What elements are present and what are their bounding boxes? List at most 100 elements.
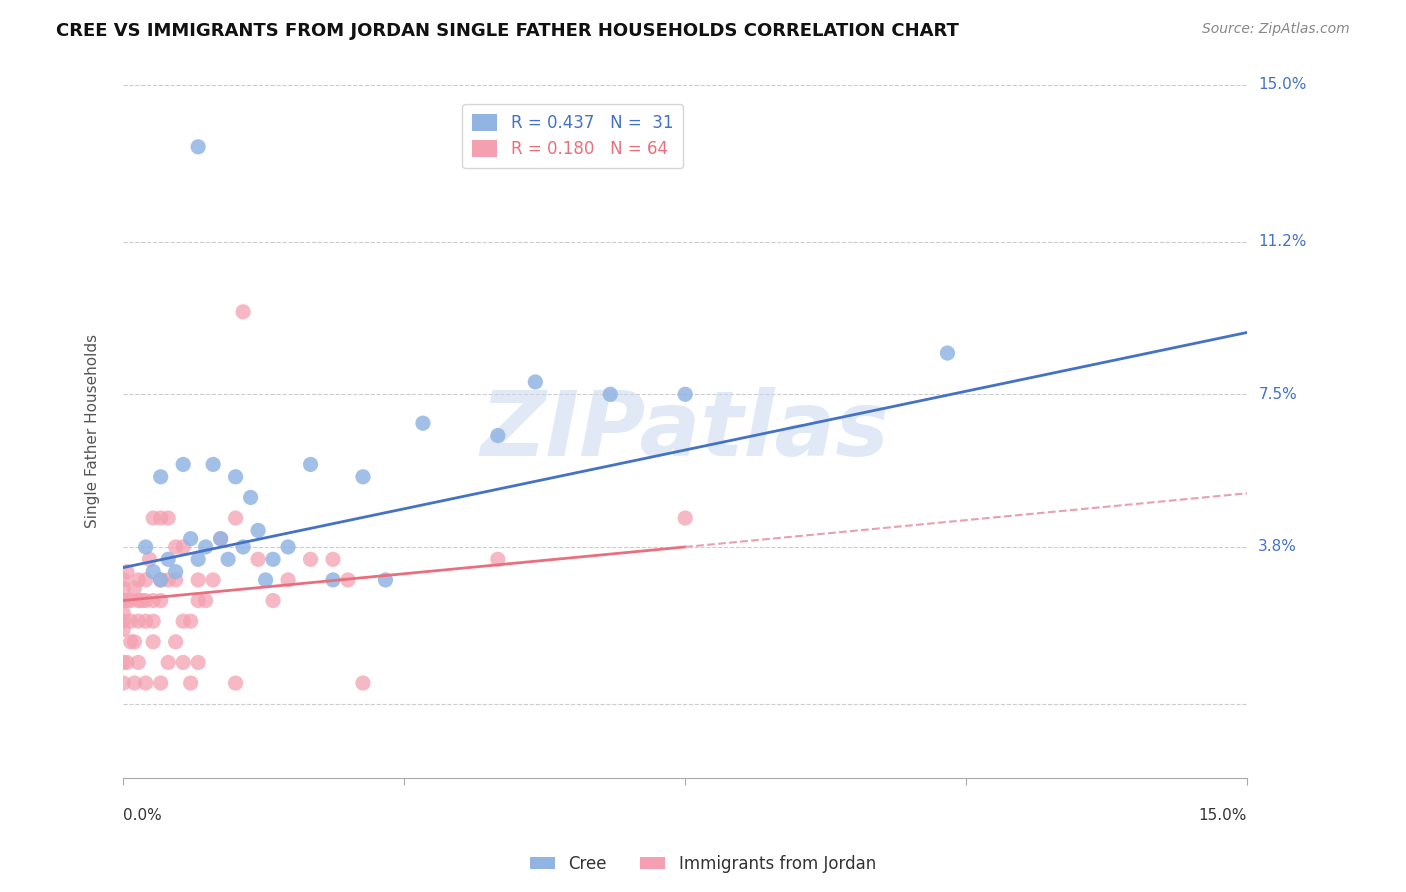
Point [149, 573, 172, 587]
Point [524, 375, 547, 389]
Point [239, 491, 262, 505]
Point [299, 458, 322, 472]
Point [142, 614, 165, 628]
Point [322, 573, 344, 587]
Point [149, 676, 172, 690]
Point [194, 593, 217, 607]
Point [112, 573, 135, 587]
Point [247, 524, 270, 538]
Point [149, 573, 172, 587]
Point [673, 387, 696, 401]
Point [412, 416, 434, 430]
Legend: R = 0.437   N =  31, R = 0.180   N = 64: R = 0.437 N = 31, R = 0.180 N = 64 [463, 103, 683, 169]
Point [165, 540, 187, 554]
Point [299, 552, 322, 566]
Point [135, 573, 157, 587]
Legend: Cree, Immigrants from Jordan: Cree, Immigrants from Jordan [523, 848, 883, 880]
Point [142, 565, 165, 579]
Point [115, 565, 138, 579]
Point [124, 581, 146, 595]
Y-axis label: Single Father Households: Single Father Households [86, 334, 100, 528]
Point [352, 470, 374, 484]
Point [202, 573, 225, 587]
Point [225, 470, 247, 484]
Point [112, 656, 135, 670]
Point [157, 511, 180, 525]
Point [127, 656, 149, 670]
Point [209, 532, 232, 546]
Point [172, 656, 194, 670]
Text: 7.5%: 7.5% [1258, 387, 1296, 401]
Point [115, 656, 138, 670]
Point [277, 540, 299, 554]
Point [120, 635, 142, 649]
Point [149, 470, 172, 484]
Text: 11.2%: 11.2% [1258, 235, 1306, 249]
Point [135, 676, 157, 690]
Point [112, 606, 135, 620]
Point [187, 593, 209, 607]
Point [112, 623, 135, 637]
Point [225, 676, 247, 690]
Text: ZIPatlas: ZIPatlas [481, 387, 890, 475]
Point [232, 305, 254, 319]
Point [142, 635, 165, 649]
Point [187, 140, 209, 154]
Point [165, 565, 187, 579]
Point [165, 573, 187, 587]
Point [135, 593, 157, 607]
Point [277, 573, 299, 587]
Point [232, 540, 254, 554]
Point [352, 676, 374, 690]
Text: 0.0%: 0.0% [124, 808, 162, 823]
Point [142, 511, 165, 525]
Point [127, 614, 149, 628]
Point [262, 552, 284, 566]
Point [112, 614, 135, 628]
Point [142, 593, 165, 607]
Point [120, 593, 142, 607]
Text: Source: ZipAtlas.com: Source: ZipAtlas.com [1202, 22, 1350, 37]
Point [225, 511, 247, 525]
Point [209, 532, 232, 546]
Point [936, 346, 959, 360]
Point [486, 552, 509, 566]
Point [124, 676, 146, 690]
Point [135, 540, 157, 554]
Point [165, 635, 187, 649]
Point [187, 656, 209, 670]
Point [112, 581, 135, 595]
Point [599, 387, 621, 401]
Text: 15.0%: 15.0% [1199, 808, 1247, 823]
Point [217, 552, 239, 566]
Point [180, 532, 202, 546]
Point [247, 552, 270, 566]
Point [135, 614, 157, 628]
Point [202, 458, 225, 472]
Point [115, 593, 138, 607]
Point [322, 552, 344, 566]
Point [673, 511, 696, 525]
Point [149, 511, 172, 525]
Point [138, 552, 160, 566]
Point [374, 573, 396, 587]
Point [172, 458, 194, 472]
Point [157, 552, 180, 566]
Point [127, 593, 149, 607]
Text: 15.0%: 15.0% [1258, 78, 1306, 93]
Point [180, 676, 202, 690]
Point [187, 573, 209, 587]
Point [112, 593, 135, 607]
Point [486, 428, 509, 442]
Point [172, 540, 194, 554]
Point [194, 540, 217, 554]
Point [180, 614, 202, 628]
Point [127, 573, 149, 587]
Text: 3.8%: 3.8% [1258, 540, 1298, 555]
Point [172, 614, 194, 628]
Point [337, 573, 360, 587]
Point [131, 593, 153, 607]
Point [149, 593, 172, 607]
Point [262, 593, 284, 607]
Point [157, 656, 180, 670]
